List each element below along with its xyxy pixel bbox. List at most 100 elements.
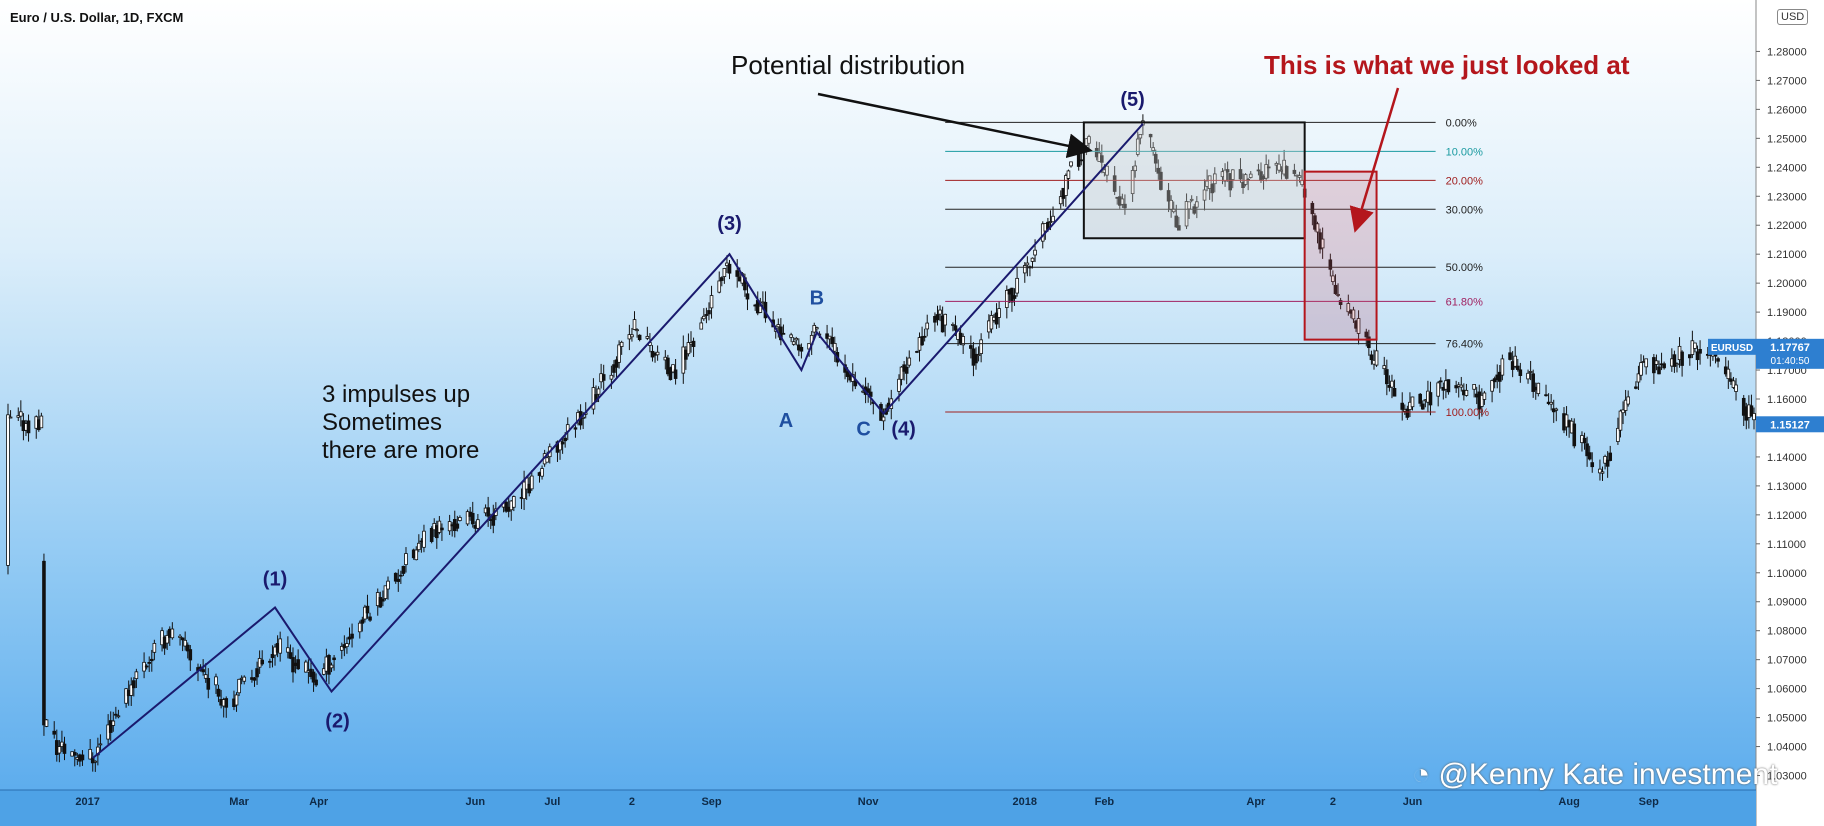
candle-body	[1400, 402, 1405, 410]
candle-body	[522, 481, 526, 500]
candle-body	[422, 530, 426, 548]
candle-body	[504, 501, 508, 512]
candle-body	[976, 354, 981, 357]
candle-body	[1390, 380, 1394, 388]
candle-body	[288, 652, 293, 659]
candle-body	[1605, 459, 1610, 467]
y-tick-label: 1.23000	[1767, 191, 1807, 203]
candle-body	[904, 366, 909, 374]
candle-body	[1734, 384, 1738, 392]
symbol-tag-label: EURUSD	[1711, 343, 1753, 354]
candle-body	[381, 598, 385, 602]
candle-body	[270, 654, 275, 659]
price-axis-panel	[1756, 0, 1824, 826]
candle-body	[255, 668, 259, 678]
candle-body	[401, 565, 406, 574]
candle-body	[185, 644, 190, 652]
candle-body	[1025, 262, 1030, 266]
candle-body	[383, 585, 388, 599]
candle-body	[360, 619, 365, 624]
candle-body	[1513, 355, 1518, 367]
y-tick-label: 1.10000	[1767, 568, 1807, 580]
candle-body	[1528, 371, 1533, 373]
candle-body	[951, 323, 955, 326]
y-tick-label: 1.04000	[1767, 742, 1807, 754]
candle-body	[1320, 238, 1325, 249]
annotation-impulses: Sometimes	[322, 409, 442, 436]
candle-body	[666, 357, 670, 375]
candle-body	[357, 622, 362, 633]
candle-body	[781, 332, 786, 335]
candle-body	[1058, 196, 1063, 205]
candle-body	[234, 694, 239, 706]
currency-badge[interactable]: USD	[1777, 9, 1809, 25]
candle-body	[530, 475, 534, 490]
candle-body	[1284, 166, 1289, 179]
annotation-impulses: 3 impulses up	[322, 381, 470, 408]
candle-body	[396, 578, 401, 582]
candle-body	[1033, 249, 1037, 256]
candle-body	[1166, 190, 1171, 202]
candle-body	[1693, 342, 1697, 349]
candle-body	[465, 511, 470, 525]
wave-label: (2)	[325, 711, 349, 733]
fib-level-label: 100.00%	[1446, 407, 1490, 419]
fib-level-label: 50.00%	[1446, 262, 1484, 274]
candle-body	[617, 344, 621, 363]
candle-body	[429, 527, 434, 542]
candle-body	[635, 329, 639, 332]
candle-body	[1374, 350, 1379, 366]
candle-body	[455, 523, 460, 529]
candle-body	[637, 334, 642, 341]
candle-body	[794, 337, 799, 341]
candle-body	[1680, 351, 1684, 366]
candle-body	[1544, 394, 1548, 397]
candle-body	[707, 310, 711, 315]
candle-body	[686, 342, 691, 355]
candle-body	[655, 351, 660, 356]
wave-label: (3)	[717, 213, 741, 235]
candle-body	[149, 658, 154, 662]
candle-body	[545, 457, 550, 463]
candle-body	[1277, 163, 1281, 171]
y-tick-label: 1.05000	[1767, 713, 1807, 725]
candle-body	[1177, 225, 1181, 231]
candle-body	[1351, 309, 1356, 320]
candle-body	[1590, 462, 1595, 468]
time-axis-panel	[0, 790, 1756, 826]
candle-body	[201, 669, 205, 673]
y-tick-label: 1.16000	[1767, 394, 1807, 406]
candle-body	[1241, 181, 1245, 189]
candle-body	[1079, 159, 1084, 162]
candle-body	[242, 676, 247, 682]
candle-body	[673, 369, 678, 379]
wave-label: A	[779, 410, 793, 432]
candle-body	[6, 414, 10, 566]
candle-body	[609, 374, 614, 380]
candle-body	[332, 657, 336, 661]
candle-body	[612, 364, 616, 373]
candle-body	[899, 366, 904, 380]
candle-body	[1600, 471, 1605, 474]
candle-body	[1623, 399, 1628, 411]
candle-body	[1195, 201, 1199, 208]
candle-body	[1248, 173, 1253, 178]
candle-body	[791, 341, 796, 345]
candle-body	[1585, 443, 1589, 457]
candle-body	[144, 665, 149, 668]
y-tick-label: 1.20000	[1767, 278, 1807, 290]
candle-body	[476, 519, 480, 529]
candle-body	[98, 743, 103, 746]
candle-body	[52, 730, 57, 735]
candle-body	[1112, 175, 1117, 192]
candle-body	[417, 542, 421, 551]
candle-body	[907, 357, 912, 366]
candle-body	[1356, 318, 1361, 334]
candle-body	[183, 639, 187, 647]
candle-body	[671, 364, 675, 373]
candle-body	[1336, 294, 1340, 296]
x-tick-label: Sep	[701, 796, 721, 808]
candle-body	[108, 720, 113, 733]
candle-body	[1264, 164, 1268, 179]
candle-body	[1346, 303, 1351, 313]
